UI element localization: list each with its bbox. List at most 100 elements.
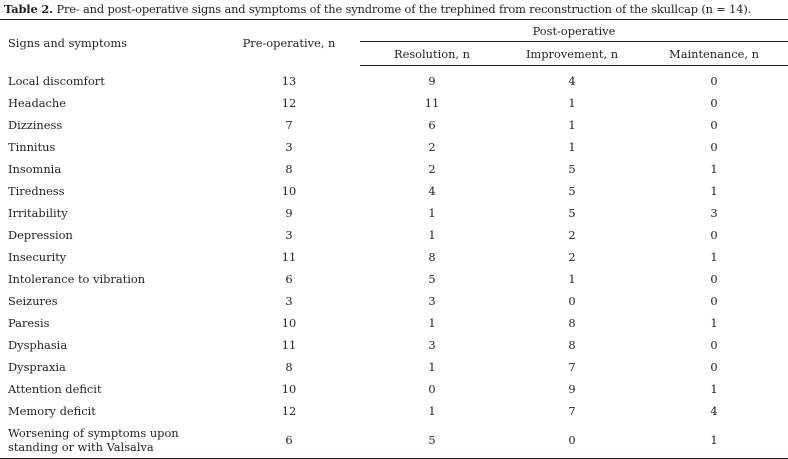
table-row: Attention deficit 10 0 9 1 (0, 378, 788, 400)
cell-maintenance: 4 (710, 404, 718, 418)
cell-improvement: 8 (568, 316, 576, 330)
cell-maintenance: 0 (710, 272, 718, 286)
cell-maintenance: 1 (710, 382, 718, 396)
row-label-line2: standing or with Valsalva (8, 440, 154, 454)
cell-pre: 13 (281, 73, 297, 88)
cell-improvement: 1 (568, 272, 576, 286)
row-label: Insecurity (8, 250, 67, 264)
table-row: Headache 12 11 1 0 (0, 92, 788, 114)
row-label: Intolerance to vibration (8, 272, 146, 286)
cell-maintenance: 0 (710, 360, 718, 374)
cell-resolution: 2 (428, 162, 436, 176)
cell-pre: 11 (281, 338, 297, 352)
symptoms-table: Signs and symptoms Pre-operative, n Post… (0, 19, 788, 459)
cell-maintenance: 0 (710, 294, 718, 308)
cell-improvement: 7 (568, 360, 576, 374)
cell-maintenance: 0 (710, 140, 718, 154)
cell-resolution: 1 (428, 228, 436, 242)
table-row: Seizures 3 3 0 0 (0, 290, 788, 312)
cell-improvement: 0 (568, 294, 576, 308)
table-row: Depression 3 1 2 0 (0, 224, 788, 246)
row-label: Headache (8, 96, 67, 110)
row-label: Tiredness (8, 184, 65, 198)
cell-improvement: 2 (568, 228, 576, 242)
row-label: Paresis (8, 316, 50, 330)
cell-pre: 8 (285, 360, 293, 374)
cell-pre: 10 (281, 316, 297, 330)
cell-improvement: 2 (568, 250, 576, 264)
row-label: Local discomfort (8, 73, 105, 88)
cell-improvement: 4 (568, 74, 576, 88)
table-row: Intolerance to vibration 6 5 1 0 (0, 268, 788, 290)
cell-resolution: 1 (428, 206, 436, 220)
row-label: Irritability (8, 206, 68, 220)
cell-resolution: 11 (424, 96, 440, 110)
cell-pre: 7 (285, 118, 293, 132)
table-row: Dyspraxia 8 1 7 0 (0, 356, 788, 378)
cell-resolution: 2 (428, 140, 436, 154)
cell-resolution: 5 (428, 272, 436, 286)
caption-label: Table 2. (4, 2, 53, 16)
cell-improvement: 0 (568, 433, 576, 447)
cell-improvement: 5 (568, 184, 576, 198)
table-row: Tinnitus 3 2 1 0 (0, 136, 788, 158)
table-row: Local discomfort 13 9 4 0 (0, 66, 788, 93)
cell-maintenance: 1 (710, 250, 718, 264)
caption-text: Pre- and post-operative signs and sympto… (52, 2, 752, 16)
cell-maintenance: 3 (710, 206, 718, 220)
cell-pre: 3 (285, 294, 293, 308)
row-label: Worsening of symptoms upon standing or wi… (0, 422, 218, 459)
cell-pre: 8 (285, 162, 293, 176)
cell-pre: 10 (281, 382, 297, 396)
row-label: Memory deficit (8, 404, 96, 418)
table-row: Memory deficit 12 1 7 4 (0, 400, 788, 422)
cell-resolution: 3 (428, 338, 436, 352)
table-row-worsening: Worsening of symptoms upon standing or wi… (0, 422, 788, 459)
table-row: Insomnia 8 2 5 1 (0, 158, 788, 180)
cell-improvement: 1 (568, 140, 576, 154)
cell-maintenance: 0 (710, 74, 718, 88)
table-row: Irritability 9 1 5 3 (0, 202, 788, 224)
cell-resolution: 5 (428, 433, 436, 447)
table-row: Dizziness 7 6 1 0 (0, 114, 788, 136)
cell-resolution: 8 (428, 250, 436, 264)
row-label: Insomnia (8, 162, 62, 176)
cell-resolution: 6 (428, 118, 436, 132)
header-signs: Signs and symptoms (8, 35, 128, 50)
header-pre-operative: Pre-operative, n (242, 35, 336, 50)
cell-pre: 10 (281, 184, 297, 198)
cell-pre: 12 (281, 404, 297, 418)
row-label: Attention deficit (8, 382, 102, 396)
row-label: Dysphasia (8, 338, 68, 352)
cell-maintenance: 0 (710, 96, 718, 110)
cell-maintenance: 0 (710, 228, 718, 242)
cell-pre: 3 (285, 140, 293, 154)
cell-pre: 3 (285, 228, 293, 242)
cell-improvement: 9 (568, 382, 576, 396)
table-body: Local discomfort 13 9 4 0 Headache 12 11 1 0 Dizzi… (0, 66, 788, 459)
cell-improvement: 1 (568, 118, 576, 132)
table-row: Paresis 10 1 8 1 (0, 312, 788, 334)
cell-maintenance: 1 (710, 316, 718, 330)
row-label-line1: Worsening of symptoms upon (8, 426, 179, 440)
table-row: Tiredness 10 4 5 1 (0, 180, 788, 202)
cell-maintenance: 0 (710, 338, 718, 352)
row-label: Tinnitus (8, 140, 56, 154)
row-label: Seizures (8, 294, 58, 308)
cell-improvement: 8 (568, 338, 576, 352)
row-label: Depression (8, 228, 73, 242)
cell-maintenance: 1 (710, 433, 718, 447)
cell-maintenance: 1 (710, 162, 718, 176)
cell-resolution: 3 (428, 294, 436, 308)
cell-resolution: 1 (428, 404, 436, 418)
table-caption: Table 2. Pre- and post-operative signs a… (4, 2, 788, 16)
cell-pre: 11 (281, 250, 297, 264)
table-row: Insecurity 11 8 2 1 (0, 246, 788, 268)
header-maintenance: Maintenance, n (640, 41, 788, 66)
header-resolution: Resolution, n (360, 41, 504, 66)
header-post-operative: Post-operative (360, 19, 788, 42)
cell-improvement: 7 (568, 404, 576, 418)
cell-pre: 9 (285, 206, 293, 220)
cell-improvement: 5 (568, 206, 576, 220)
cell-resolution: 1 (428, 316, 436, 330)
